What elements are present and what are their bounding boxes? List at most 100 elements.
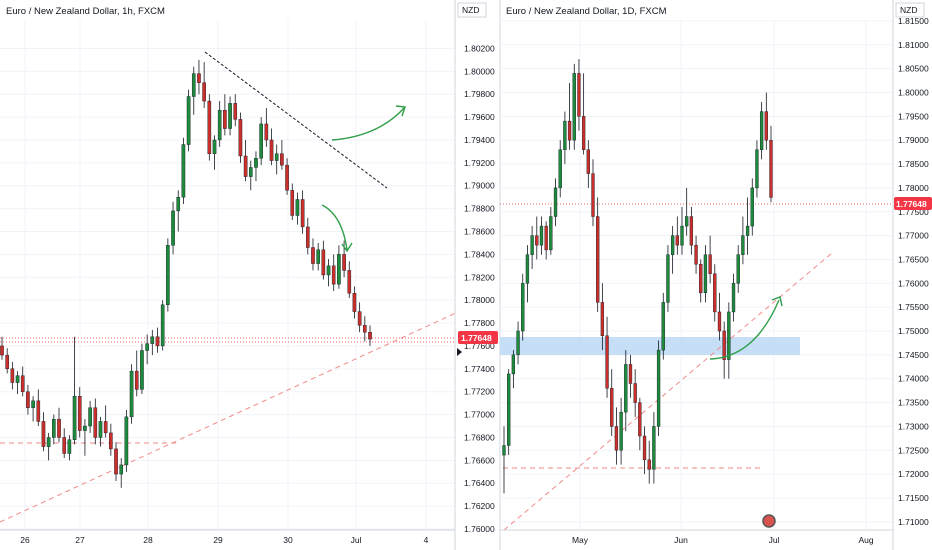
candle [259,117,263,166]
y-tick-label: 1.77600 [464,341,495,351]
candle-body [567,120,572,141]
right-x-tick-labels: May Jun Jul Aug [572,535,874,545]
y-tick-label: 1.78500 [898,159,929,169]
candle-body [633,383,637,403]
candle-body [305,226,310,248]
y-tick-label: 1.79000 [464,181,495,191]
candle-body [254,158,258,168]
candle-body [269,139,274,161]
x-tick-label: Aug [858,535,873,545]
candle [530,226,534,269]
y-tick-label: 1.74000 [898,374,929,384]
candle [525,245,530,303]
candle [610,369,614,436]
right-chart: Euro / New Zealand Dollar, 1D, FXCM NZD … [499,0,932,550]
y-tick-label: 1.77400 [464,364,495,374]
candle-body [656,349,661,427]
candle-body [274,153,279,161]
candle-body [150,336,155,344]
candle [140,343,144,394]
y-tick-label: 1.79000 [898,135,929,145]
candle [685,187,689,236]
candle [52,414,56,445]
candle [316,242,320,271]
candle-body [642,435,647,461]
candle [535,216,539,260]
candle-body [647,459,651,470]
y-tick-label: 1.76000 [464,524,495,534]
right-price-tag-label: 1.77648 [896,199,927,209]
candle-body [638,402,642,437]
candle [321,240,326,280]
y-tick-label: 1.81000 [898,40,929,50]
y-tick-label: 1.73000 [898,421,929,431]
left-green-arrow-down [321,204,348,251]
left-x-tick-labels: 26 27 28 29 30 Jul 4 [20,535,428,545]
candle-body [596,216,600,303]
candle [544,221,548,260]
candle [689,206,694,255]
candle [181,137,186,205]
candle [591,159,595,227]
candle-body [15,375,20,383]
candle-body [207,100,212,154]
candle-body [36,400,41,422]
candle-body [20,375,25,392]
candle [572,63,576,150]
candle-body [741,235,745,255]
candle [264,107,269,147]
candle-body [186,96,191,145]
candle [731,273,736,322]
candle-body [103,421,108,434]
candle-body [539,225,544,246]
candle-body [140,350,144,390]
candle-body [238,119,243,157]
candle [217,101,222,147]
candle-body [259,123,263,159]
candle [717,292,722,341]
candle [670,226,675,274]
left-green-arrowhead-down [341,242,353,253]
x-tick-label: Jul [769,535,780,545]
candle-body [233,103,238,120]
right-green-arrow-up [709,299,780,360]
candle [114,442,118,481]
x-tick-label: Jul [351,535,362,545]
candle-body [535,235,539,246]
candle [502,426,506,494]
candle-body [155,336,160,347]
candle-body [511,354,516,375]
candle-body [759,111,764,150]
candle [0,336,4,360]
candle-body [750,187,754,227]
candle [633,369,637,417]
candle [337,245,341,289]
candle-body [5,354,9,370]
candle [596,197,600,312]
candle-body [363,325,367,333]
candle [254,151,258,182]
candle-body [285,164,289,191]
candle-body [745,225,750,236]
y-tick-label: 1.76400 [464,478,495,488]
right-event-marker-icon[interactable] [762,514,776,528]
y-tick-label: 1.71000 [898,517,929,527]
candle-body [83,425,87,431]
candle-body [685,216,689,227]
candle-body [10,368,15,383]
candle [759,102,764,160]
left-currency-label: NZD [462,5,479,15]
candle-body [628,364,633,384]
candle-body [326,265,331,276]
candle [305,217,310,255]
candle-body [62,437,67,454]
candle [88,400,92,433]
x-tick-label: May [572,535,589,545]
candle [212,135,217,170]
y-tick-label: 1.78000 [898,183,929,193]
candle [98,416,103,447]
candle-body [264,123,269,141]
candle-body [217,110,222,141]
left-price-tag-label: 1.77648 [461,333,492,343]
